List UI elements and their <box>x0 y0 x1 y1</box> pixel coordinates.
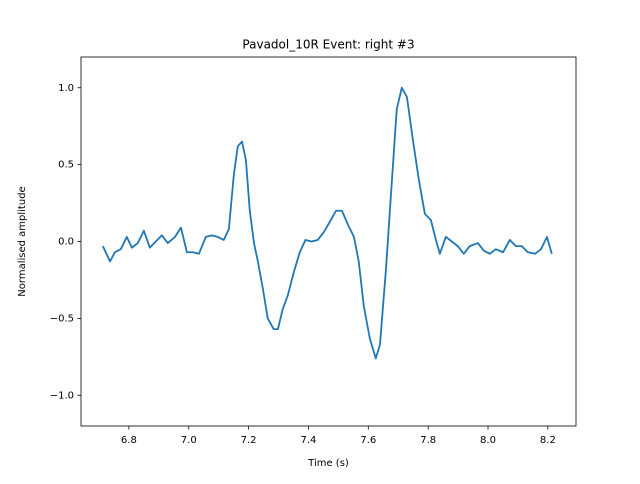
x-tick-label: 7.0 <box>181 435 197 446</box>
x-axis-label: Time (s) <box>307 458 349 469</box>
y-tick-label: −0.5 <box>50 313 74 324</box>
x-tick-label: 8.2 <box>540 435 556 446</box>
y-tick-label: 0.0 <box>58 237 74 248</box>
y-tick-label: 0.5 <box>58 160 74 171</box>
y-tick-label: −1.0 <box>50 390 74 401</box>
y-axis-label: Normalised amplitude <box>17 186 28 296</box>
x-tick-label: 7.4 <box>300 435 316 446</box>
x-tick-label: 7.2 <box>241 435 257 446</box>
y-tick-label: 1.0 <box>58 83 74 94</box>
plot-frame <box>80 56 577 427</box>
x-tick-label: 7.8 <box>420 435 436 446</box>
data-line <box>102 86 553 360</box>
chart-title: Pavadol_10R Event: right #3 <box>242 38 414 52</box>
x-tick-label: 6.8 <box>121 435 137 446</box>
x-tick-label: 8.0 <box>480 435 496 446</box>
x-tick-label: 7.6 <box>360 435 376 446</box>
